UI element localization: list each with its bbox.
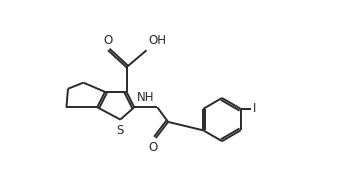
Text: O: O (103, 34, 113, 47)
Text: OH: OH (149, 34, 167, 47)
Text: O: O (149, 141, 158, 154)
Text: I: I (253, 102, 256, 115)
Text: NH: NH (137, 91, 155, 104)
Text: S: S (117, 124, 124, 137)
